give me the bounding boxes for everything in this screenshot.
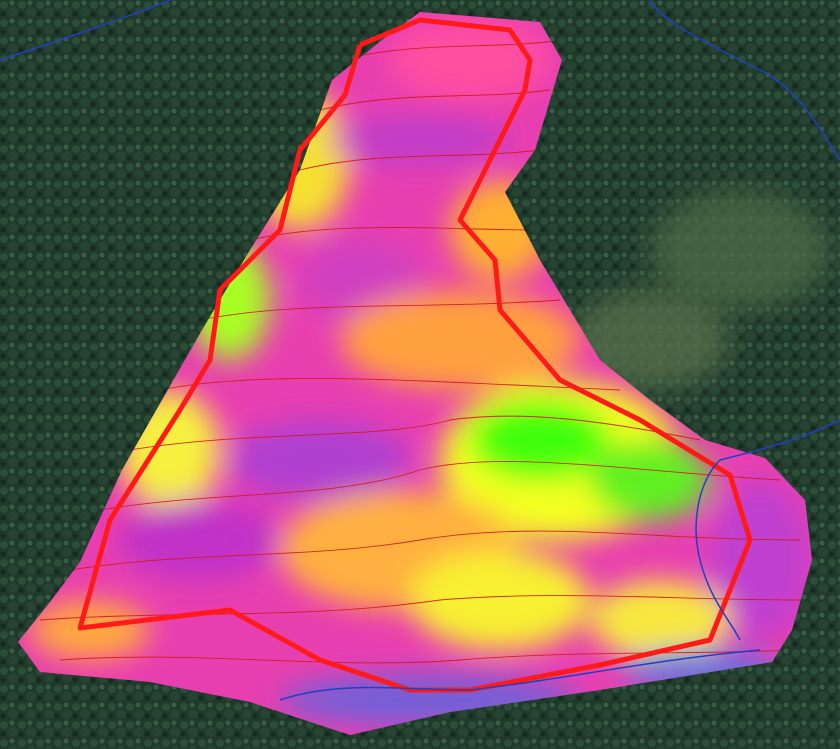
clearing bbox=[570, 290, 730, 390]
blue-lines bbox=[0, 0, 840, 701]
boundary bbox=[77, 17, 753, 693]
contour-lines bbox=[39, 39, 801, 664]
clearing bbox=[650, 190, 830, 310]
